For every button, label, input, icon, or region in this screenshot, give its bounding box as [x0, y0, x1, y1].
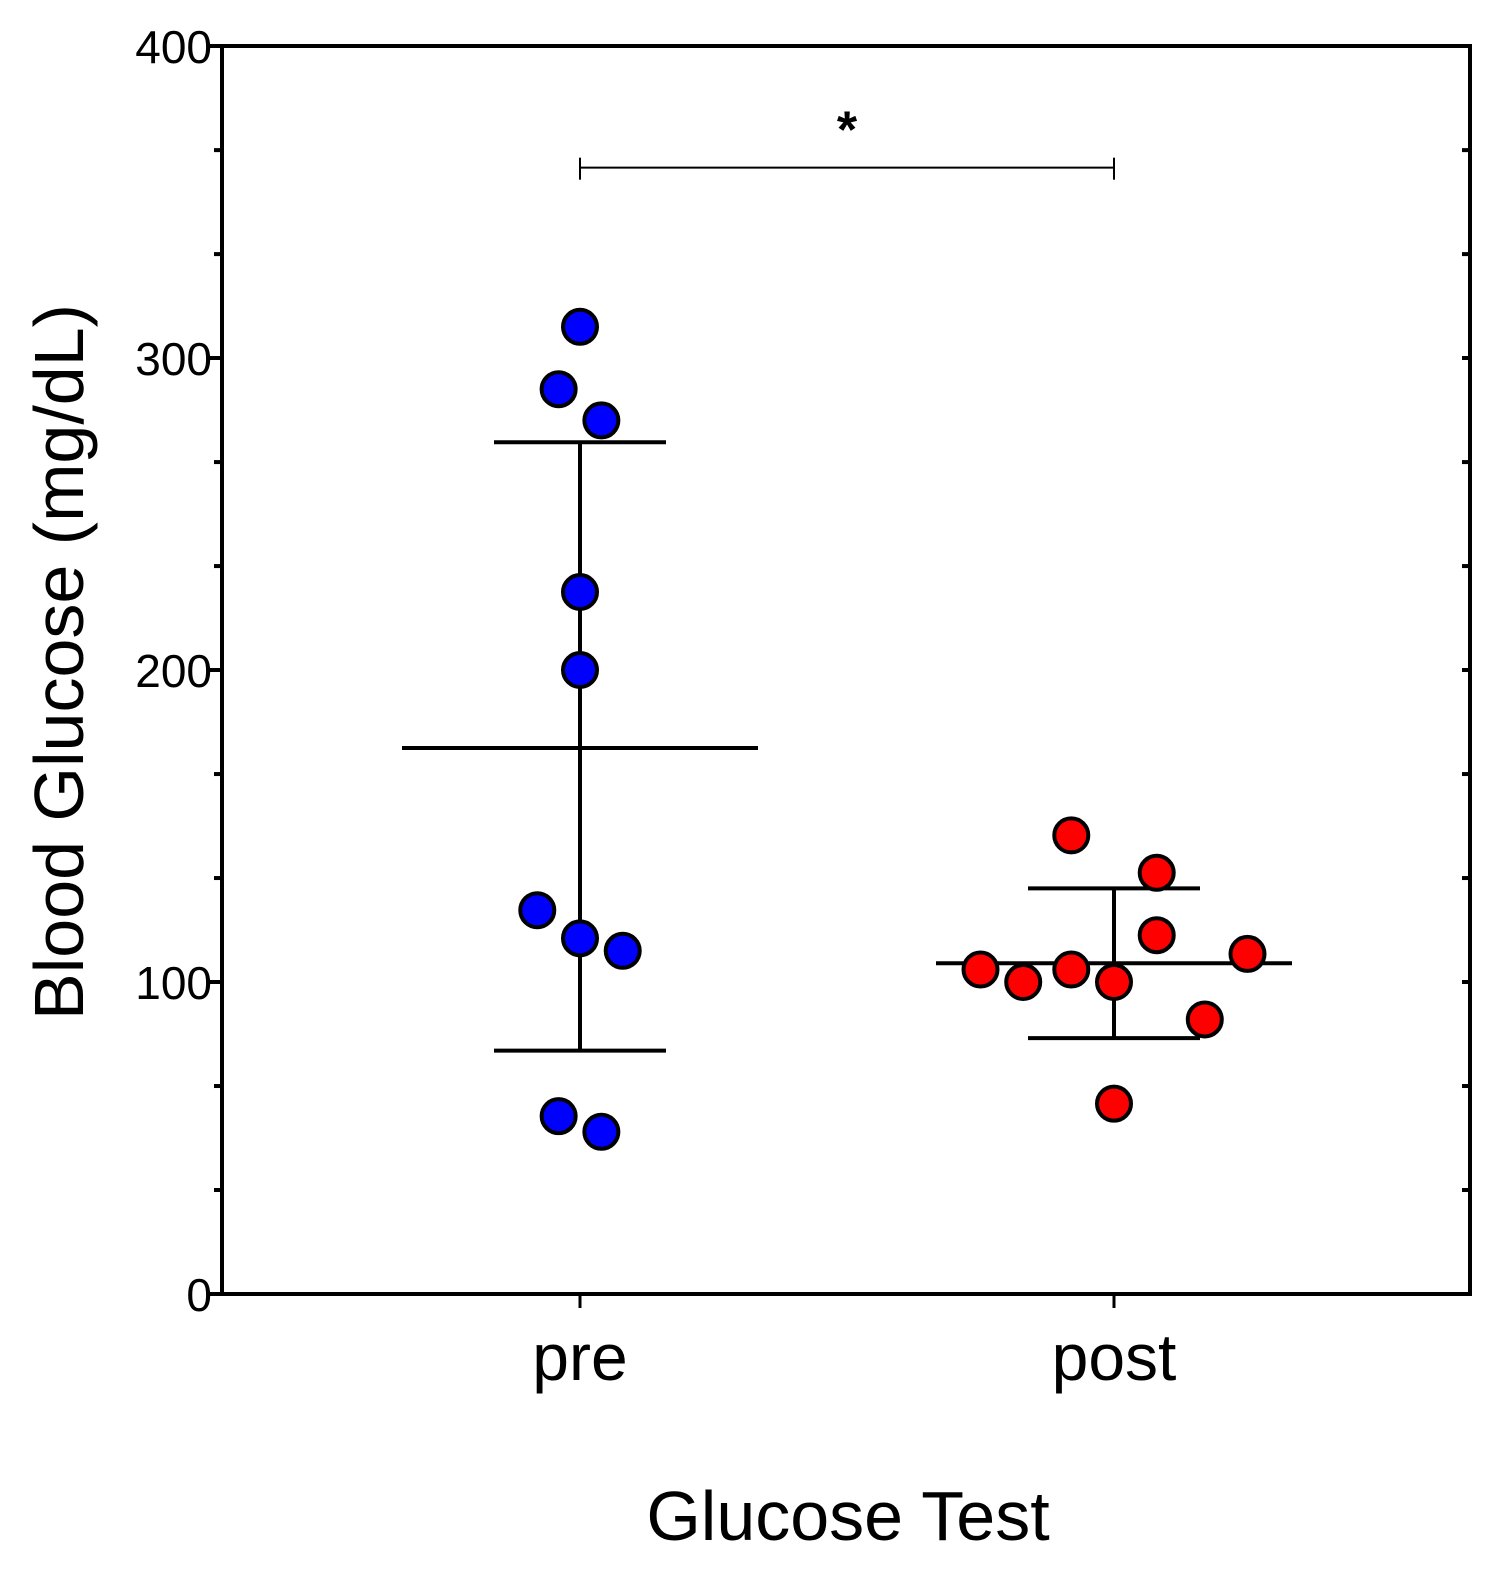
significance-label: *	[837, 102, 858, 160]
data-point	[539, 1097, 578, 1136]
data-point	[1052, 816, 1091, 855]
data-points-layer	[518, 307, 1267, 1151]
y-axis-title: Blood Glucose (mg/dL)	[20, 304, 98, 1020]
data-point	[1137, 853, 1176, 892]
y-tick-label: 300	[135, 333, 212, 385]
y-tick-label: 200	[135, 645, 212, 697]
data-point	[1228, 934, 1267, 973]
data-point	[518, 891, 557, 930]
annotation-layer: *	[579, 102, 1115, 180]
data-point	[561, 573, 599, 611]
error-bars-layer	[402, 440, 1292, 1053]
data-point	[1095, 963, 1133, 1001]
axis-ticks-layer: 0 100 200 300 400 pre post	[135, 21, 1470, 1394]
data-point	[582, 401, 621, 440]
data-point	[1052, 950, 1091, 989]
data-point	[961, 950, 1000, 989]
x-axis-title: Glucose Test	[646, 1477, 1049, 1555]
x-tick-label: post	[1052, 1320, 1177, 1394]
data-point	[561, 651, 599, 689]
data-point	[561, 919, 599, 958]
plot-frame-layer	[220, 44, 1472, 1296]
data-point	[1137, 916, 1176, 955]
data-point	[561, 307, 599, 346]
data-point	[582, 1112, 621, 1151]
y-tick-label: 400	[135, 21, 212, 73]
data-point	[539, 370, 578, 409]
data-point	[1185, 1000, 1224, 1039]
data-point	[1095, 1084, 1133, 1123]
y-tick-label: 100	[135, 957, 212, 1009]
x-tick-label: pre	[532, 1320, 627, 1394]
data-point	[1004, 963, 1043, 1001]
plot-frame	[220, 44, 1472, 1296]
data-point	[603, 931, 642, 970]
y-tick-label: 0	[186, 1269, 212, 1321]
